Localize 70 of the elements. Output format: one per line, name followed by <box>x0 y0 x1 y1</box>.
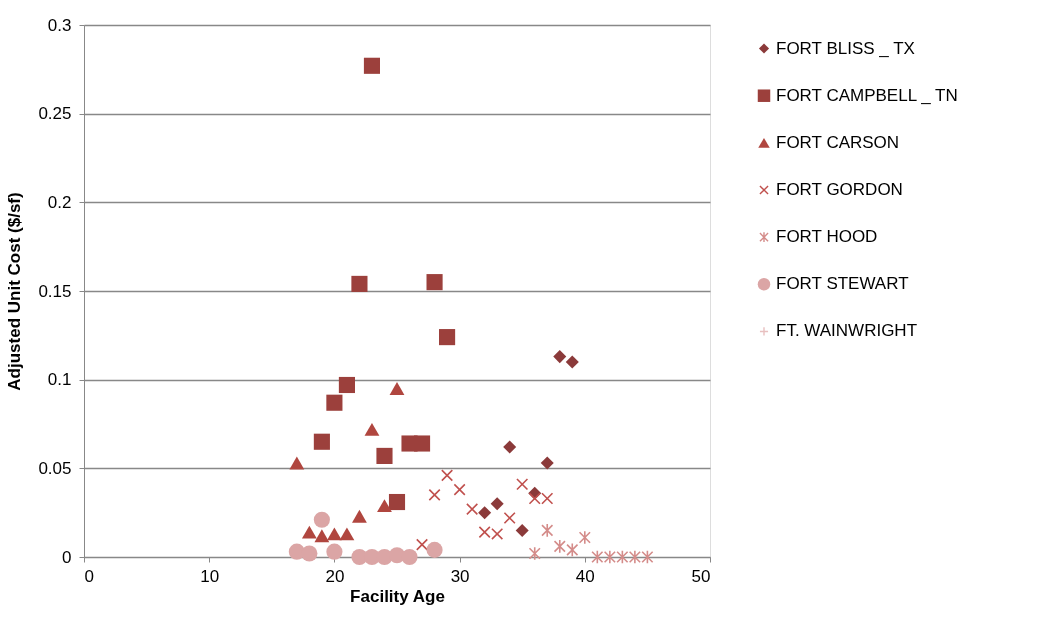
point <box>376 447 393 464</box>
x-tick-label: 10 <box>200 566 220 586</box>
point <box>466 503 479 516</box>
y-tick-label: 0 <box>62 547 72 567</box>
point <box>441 469 454 482</box>
x-tick-label: 40 <box>575 566 595 586</box>
point <box>401 548 418 566</box>
point <box>388 493 406 511</box>
point <box>289 456 305 470</box>
y-tick-label: 0.3 <box>47 15 72 35</box>
legend-label: FORT CARSON <box>776 132 900 152</box>
legend-label: FT. WAINWRIGHT <box>776 321 918 341</box>
point <box>301 545 318 562</box>
point <box>326 527 342 541</box>
y-tick-label: 0.1 <box>47 370 72 390</box>
point <box>578 530 591 545</box>
point <box>426 274 443 291</box>
y-tick-label: 0.25 <box>38 104 72 124</box>
legend-label: FORT HOOD <box>776 227 878 247</box>
x-tick-label: 20 <box>325 566 345 586</box>
x-tick-label: 50 <box>691 566 711 586</box>
legend-label: FORT BLISS _ TX <box>776 38 915 58</box>
point <box>540 456 554 470</box>
point <box>641 549 654 565</box>
point <box>377 499 392 512</box>
x-tick-label: 0 <box>84 566 94 586</box>
point <box>591 549 604 565</box>
point <box>363 57 381 74</box>
point <box>478 506 492 520</box>
point <box>413 435 431 452</box>
point <box>516 478 529 491</box>
point <box>389 382 405 395</box>
x-tick-label: 30 <box>450 566 470 586</box>
point <box>364 422 380 436</box>
point <box>515 523 529 537</box>
point <box>338 376 355 394</box>
legend-label: FORT CAMPBELL _ TN <box>776 85 958 105</box>
point <box>439 329 456 346</box>
legend-label: FORT GORDON <box>776 180 903 199</box>
point <box>352 509 367 523</box>
point <box>326 543 343 560</box>
point <box>541 523 554 538</box>
y-tick-label: 0.15 <box>38 281 72 301</box>
point <box>503 511 516 525</box>
point <box>339 527 355 541</box>
x-axis-title: Facility Age <box>350 586 445 606</box>
point <box>326 394 343 411</box>
y-axis-title: Adjusted Unit Cost ($/sf) <box>5 192 25 391</box>
point <box>314 529 330 543</box>
point <box>428 488 441 501</box>
legend-label: FORT STEWART <box>776 274 909 294</box>
point <box>553 539 566 554</box>
point <box>628 549 641 565</box>
point <box>566 542 579 557</box>
point <box>553 350 567 364</box>
point <box>453 483 466 496</box>
point <box>565 355 579 369</box>
y-tick-label: 0.2 <box>47 192 72 212</box>
point <box>416 538 429 551</box>
point <box>426 541 443 558</box>
point <box>313 433 330 450</box>
point <box>616 549 629 565</box>
point <box>313 511 330 528</box>
point <box>351 275 368 292</box>
point <box>301 525 317 539</box>
point <box>490 497 504 511</box>
point <box>528 546 541 561</box>
point <box>603 549 616 565</box>
y-tick-label: 0.05 <box>38 458 72 478</box>
point <box>503 440 517 454</box>
